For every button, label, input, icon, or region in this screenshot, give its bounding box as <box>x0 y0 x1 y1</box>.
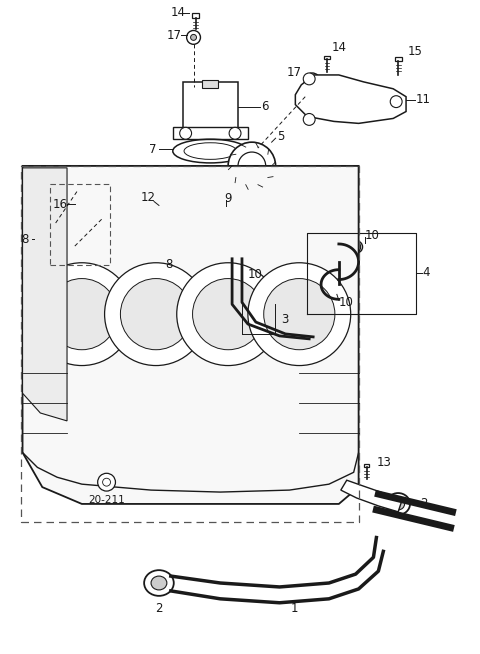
Ellipse shape <box>151 576 167 590</box>
Text: 9: 9 <box>224 192 232 205</box>
Circle shape <box>228 142 276 190</box>
Circle shape <box>180 128 192 139</box>
Text: 15: 15 <box>408 44 423 58</box>
Bar <box>154 238 184 260</box>
Circle shape <box>46 279 118 350</box>
Text: 4: 4 <box>423 266 431 279</box>
Polygon shape <box>295 75 406 124</box>
Circle shape <box>75 203 89 216</box>
Bar <box>363 464 370 468</box>
Circle shape <box>192 279 264 350</box>
Circle shape <box>309 78 315 84</box>
Circle shape <box>191 35 196 41</box>
Circle shape <box>248 263 351 366</box>
Text: 14: 14 <box>170 6 185 19</box>
Text: 10: 10 <box>248 268 263 281</box>
Circle shape <box>244 194 266 216</box>
Circle shape <box>303 73 315 85</box>
Polygon shape <box>210 229 236 259</box>
Text: 6: 6 <box>261 100 268 113</box>
Text: 10: 10 <box>364 229 379 241</box>
Text: 11: 11 <box>416 93 431 106</box>
Text: 14: 14 <box>332 41 347 54</box>
Bar <box>324 56 330 59</box>
Text: 1: 1 <box>290 602 298 615</box>
Text: 8: 8 <box>165 258 172 271</box>
Text: 17: 17 <box>287 67 302 80</box>
Text: 12: 12 <box>141 191 156 204</box>
Circle shape <box>216 209 221 215</box>
Polygon shape <box>77 182 102 220</box>
Polygon shape <box>82 174 277 229</box>
Circle shape <box>159 203 173 216</box>
Text: 2: 2 <box>420 498 427 510</box>
Text: 20-211: 20-211 <box>88 495 125 505</box>
Text: 7: 7 <box>149 143 157 156</box>
Circle shape <box>303 114 315 126</box>
Ellipse shape <box>144 570 174 596</box>
Circle shape <box>187 186 214 215</box>
Circle shape <box>264 279 335 350</box>
Ellipse shape <box>392 498 405 510</box>
Text: 8: 8 <box>21 233 28 245</box>
Polygon shape <box>23 166 359 504</box>
Text: 13: 13 <box>376 456 391 469</box>
Polygon shape <box>23 168 67 421</box>
Text: 3: 3 <box>281 313 289 326</box>
Circle shape <box>304 73 320 89</box>
Circle shape <box>322 290 336 303</box>
Circle shape <box>229 128 241 139</box>
Circle shape <box>211 205 225 219</box>
Polygon shape <box>341 480 402 512</box>
Circle shape <box>108 184 135 213</box>
Circle shape <box>163 207 169 213</box>
Circle shape <box>79 207 85 213</box>
Bar <box>183 82 238 131</box>
Bar <box>173 128 248 139</box>
Ellipse shape <box>386 493 410 515</box>
Text: 16: 16 <box>53 198 68 211</box>
Bar <box>395 57 402 61</box>
Bar <box>203 80 218 88</box>
Circle shape <box>97 473 116 491</box>
Text: 17: 17 <box>166 29 181 42</box>
Circle shape <box>177 263 279 366</box>
Circle shape <box>187 31 201 44</box>
Circle shape <box>30 263 133 366</box>
Circle shape <box>105 263 207 366</box>
Bar <box>192 14 199 18</box>
Circle shape <box>120 279 192 350</box>
Circle shape <box>347 240 360 254</box>
Circle shape <box>390 95 402 107</box>
Text: 10: 10 <box>339 296 354 309</box>
Text: 5: 5 <box>277 129 285 143</box>
Text: 2: 2 <box>155 602 163 615</box>
